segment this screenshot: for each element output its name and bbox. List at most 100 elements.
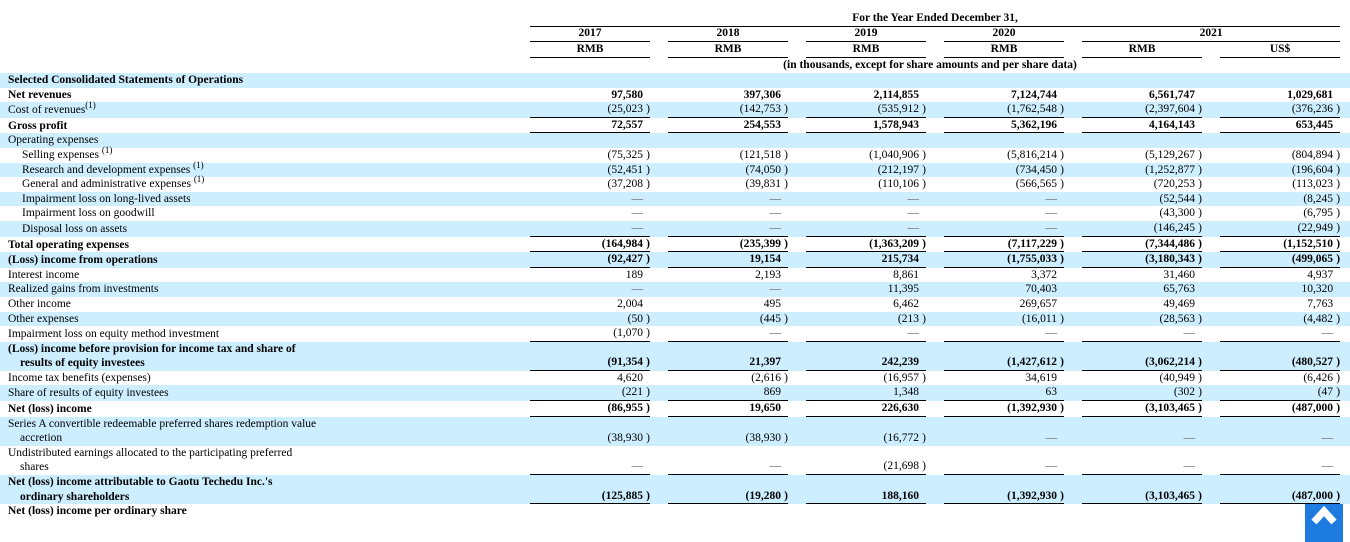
cell-value: (43,300) xyxy=(1159,207,1202,220)
cell-value: — xyxy=(631,207,644,220)
units-note: (in thousands, except for share amounts … xyxy=(783,59,1077,71)
cell-value: (74,050) xyxy=(745,163,788,176)
chevron-up-icon xyxy=(1311,506,1337,525)
cell-value: (75,325) xyxy=(607,148,650,161)
cell-value: 5,362,196 xyxy=(944,118,1064,134)
cell-value: (52,451) xyxy=(607,163,650,176)
cell-value: — xyxy=(668,459,788,476)
cell-value: (40,949) xyxy=(1159,371,1202,384)
cell-value: 10,320 xyxy=(1301,283,1334,296)
year-column-2020: 2020 xyxy=(944,27,1064,42)
cell-value: (8,245) xyxy=(1303,192,1341,205)
row-label: Impairment loss on goodwill xyxy=(22,207,155,220)
table-row: Selling expenses (1) (75,325) (121,518) (1,… xyxy=(0,145,1350,163)
row-label: Net (loss) income attributable to Gaotu … xyxy=(8,476,273,503)
cell-value: (38,930) xyxy=(745,432,788,445)
cell-value: (16,772) xyxy=(883,432,926,445)
cell-value: 1,029,681 xyxy=(1287,88,1334,101)
currency-header-rmb: RMB xyxy=(1082,42,1202,58)
cell-value: 215,734 xyxy=(806,252,926,268)
table-row: Impairment loss on goodwill — — — — (43,300) (… xyxy=(0,206,1350,221)
currency-header-usd: US$ xyxy=(1220,42,1341,58)
table-row: Net (loss) income attributable to Gaotu … xyxy=(0,475,1350,505)
cell-value: 72,557 xyxy=(530,118,650,134)
cell-value: 1,578,943 xyxy=(806,118,926,134)
cell-value: (487,000) xyxy=(1220,489,1341,505)
cell-value: (121,518) xyxy=(739,148,788,161)
cell-value: 2,004 xyxy=(617,297,643,310)
cell-value: (25,023) xyxy=(530,102,650,118)
footnote-reference: (1) xyxy=(193,159,204,170)
cell-value: (7,344,486) xyxy=(1082,237,1202,253)
cell-value: 254,553 xyxy=(668,118,788,134)
cell-value: — xyxy=(907,192,920,205)
cell-value: (1,252,877) xyxy=(1145,163,1202,176)
cell-value: (1,363,209) xyxy=(806,237,926,253)
table-row: Research and development expenses (1) (52… xyxy=(0,159,1350,178)
cell-value: 70,403 xyxy=(1025,283,1057,296)
cell-value: (2,616) xyxy=(751,371,788,384)
currency-header-rmb: RMB xyxy=(944,42,1064,58)
table-body: Selected Consolidated Statements of Oper… xyxy=(0,73,1350,519)
cell-value: — xyxy=(1045,207,1058,220)
table-row: General and administrative expenses (1) (… xyxy=(0,174,1350,192)
cell-value: (1,392,930) xyxy=(944,401,1064,417)
cell-value: (720,253) xyxy=(1153,178,1202,191)
cell-value: 4,937 xyxy=(1307,268,1334,281)
cell-value: (3,103,465) xyxy=(1082,489,1202,505)
cell-value: — xyxy=(769,283,782,296)
back-to-top-button[interactable] xyxy=(1305,504,1343,542)
cell-value: — xyxy=(1082,326,1202,342)
cell-value: (19,280) xyxy=(668,489,788,505)
cell-value: (52,544) xyxy=(1159,192,1202,205)
cell-value: (4,482) xyxy=(1303,312,1341,325)
row-label: Disposal loss on assets xyxy=(22,222,128,235)
cell-value: — xyxy=(806,221,926,237)
row-label: General and administrative expenses (1) xyxy=(22,174,205,191)
table-row: Net revenues 97,580 397,306 2,114,855 7,124,… xyxy=(0,88,1350,103)
cell-value: 31,460 xyxy=(1163,268,1195,281)
table-row: Income tax benefits (expenses) 4,620 (2,61… xyxy=(0,371,1350,386)
cell-value: 226,630 xyxy=(806,401,926,417)
cell-value: (37,208) xyxy=(607,178,650,191)
cell-value: — xyxy=(1220,326,1341,342)
row-label: Net (loss) income xyxy=(8,403,92,416)
cell-value: 49,469 xyxy=(1163,297,1195,310)
cell-value: — xyxy=(631,192,644,205)
cell-value: 1,348 xyxy=(806,385,926,402)
cell-value: (1,040,906) xyxy=(869,148,926,161)
cell-value: — xyxy=(1045,432,1058,445)
row-label: Total operating expenses xyxy=(8,238,129,251)
row-label: (Loss) income from operations xyxy=(8,254,158,267)
row-label: Research and development expenses (1) xyxy=(22,159,204,176)
cell-value: (7,117,229) xyxy=(944,237,1064,253)
row-label: Other expenses xyxy=(8,312,79,325)
cell-value: (445) xyxy=(759,312,788,325)
cell-value: (499,065) xyxy=(1220,252,1341,268)
cell-value: (212,197) xyxy=(877,163,926,176)
year-column-2018: 2018 xyxy=(668,27,788,42)
cell-value: 869 xyxy=(668,385,788,402)
year-column-2021: 2021 xyxy=(1082,27,1341,42)
cell-value: — xyxy=(631,283,644,296)
cell-value: 397,306 xyxy=(743,88,781,101)
cell-value: 653,445 xyxy=(1220,118,1341,134)
cell-value: (3,062,214) xyxy=(1082,355,1202,371)
cell-value: 2,193 xyxy=(755,268,781,281)
cell-value: (1,755,033) xyxy=(944,252,1064,268)
period-title: For the Year Ended December 31, xyxy=(530,12,1341,27)
cell-value: (1,762,548) xyxy=(944,102,1064,118)
row-label: Undistributed earnings allocated to the … xyxy=(8,446,293,474)
table-row: Selected Consolidated Statements of Oper… xyxy=(0,73,1350,88)
table-row: Other income 2,004 495 6,462 269,657 49,469 7,… xyxy=(0,297,1350,312)
table-row: Operating expenses xyxy=(0,133,1350,148)
year-header-row: 2017 2018 2019 2020 2021 xyxy=(0,27,1350,42)
row-label: Selected Consolidated Statements of Oper… xyxy=(8,74,244,86)
cell-value: 269,657 xyxy=(1019,297,1057,310)
row-label: Net revenues xyxy=(8,88,72,101)
table-header: For the Year Ended December 31, 2017 201… xyxy=(0,12,1350,73)
cell-value: 19,154 xyxy=(668,252,788,268)
table-row: Cost of revenues(1) (25,023) (142,753) (535… xyxy=(0,101,1350,118)
table-row: Impairment loss on equity method investm… xyxy=(0,326,1350,342)
row-label: Selling expenses (1) xyxy=(22,145,113,161)
